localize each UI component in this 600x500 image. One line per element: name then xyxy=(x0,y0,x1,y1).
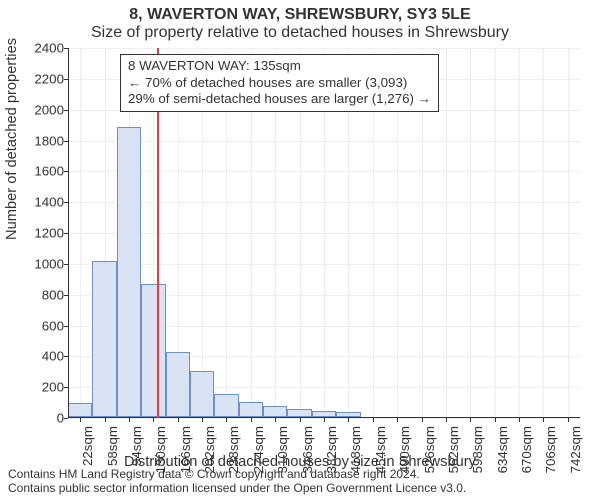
x-tick-mark xyxy=(300,418,301,422)
x-tick-mark xyxy=(373,418,374,422)
x-tick-mark xyxy=(324,418,325,422)
histogram-bar xyxy=(239,402,263,417)
y-tick-label: 2000 xyxy=(20,102,64,117)
y-axis-label: Number of detached properties xyxy=(4,38,20,240)
histogram-bar xyxy=(190,371,214,417)
histogram-bar xyxy=(68,403,92,417)
x-tick-mark xyxy=(202,418,203,422)
histogram-bar xyxy=(92,261,116,417)
annotation-line: 29% of semi-detached houses are larger (… xyxy=(128,91,431,108)
y-tick-label: 1800 xyxy=(20,133,64,148)
x-tick-mark xyxy=(153,418,154,422)
y-tick-label: 1400 xyxy=(20,195,64,210)
x-tick-mark xyxy=(519,418,520,422)
x-tick-mark xyxy=(178,418,179,422)
y-tick-label: 800 xyxy=(20,287,64,302)
x-tick-mark xyxy=(129,418,130,422)
footer-line-1: Contains HM Land Registry data © Crown c… xyxy=(8,468,466,482)
chart-title-line2: Size of property relative to detached ho… xyxy=(0,24,600,42)
x-tick-mark xyxy=(568,418,569,422)
x-tick-mark xyxy=(226,418,227,422)
x-tick-mark xyxy=(275,418,276,422)
annotation-box: 8 WAVERTON WAY: 135sqm← 70% of detached … xyxy=(120,54,439,112)
x-tick-mark xyxy=(348,418,349,422)
histogram-bar xyxy=(141,284,165,417)
histogram-bar xyxy=(263,406,287,417)
footer-line-2: Contains public sector information licen… xyxy=(8,482,466,496)
histogram-bar xyxy=(287,409,311,417)
y-tick-label: 1000 xyxy=(20,256,64,271)
x-tick-mark xyxy=(105,418,106,422)
chart-container: 8, WAVERTON WAY, SHREWSBURY, SY3 5LE Siz… xyxy=(0,0,600,500)
x-tick-mark xyxy=(422,418,423,422)
y-tick-label: 200 xyxy=(20,380,64,395)
y-tick-label: 1200 xyxy=(20,226,64,241)
histogram-bar xyxy=(166,352,190,417)
x-tick-mark xyxy=(470,418,471,422)
y-tick-label: 2400 xyxy=(20,41,64,56)
y-tick-label: 400 xyxy=(20,349,64,364)
histogram-bar xyxy=(117,127,141,417)
y-tick-mark xyxy=(64,418,68,419)
histogram-bar xyxy=(214,394,238,417)
plot-area: 0200400600800100012001400160018002000220… xyxy=(68,48,580,418)
x-tick-mark xyxy=(543,418,544,422)
y-tick-label: 1600 xyxy=(20,164,64,179)
x-tick-mark xyxy=(251,418,252,422)
x-tick-mark xyxy=(80,418,81,422)
y-tick-label: 0 xyxy=(20,411,64,426)
footer-attribution: Contains HM Land Registry data © Crown c… xyxy=(8,468,466,496)
y-tick-label: 600 xyxy=(20,318,64,333)
y-tick-label: 2200 xyxy=(20,71,64,86)
annotation-line: 8 WAVERTON WAY: 135sqm xyxy=(128,58,431,75)
annotation-line: ← 70% of detached houses are smaller (3,… xyxy=(128,75,431,92)
chart-title-line1: 8, WAVERTON WAY, SHREWSBURY, SY3 5LE xyxy=(0,6,600,24)
x-tick-mark xyxy=(397,418,398,422)
x-tick-mark xyxy=(495,418,496,422)
x-tick-mark xyxy=(446,418,447,422)
